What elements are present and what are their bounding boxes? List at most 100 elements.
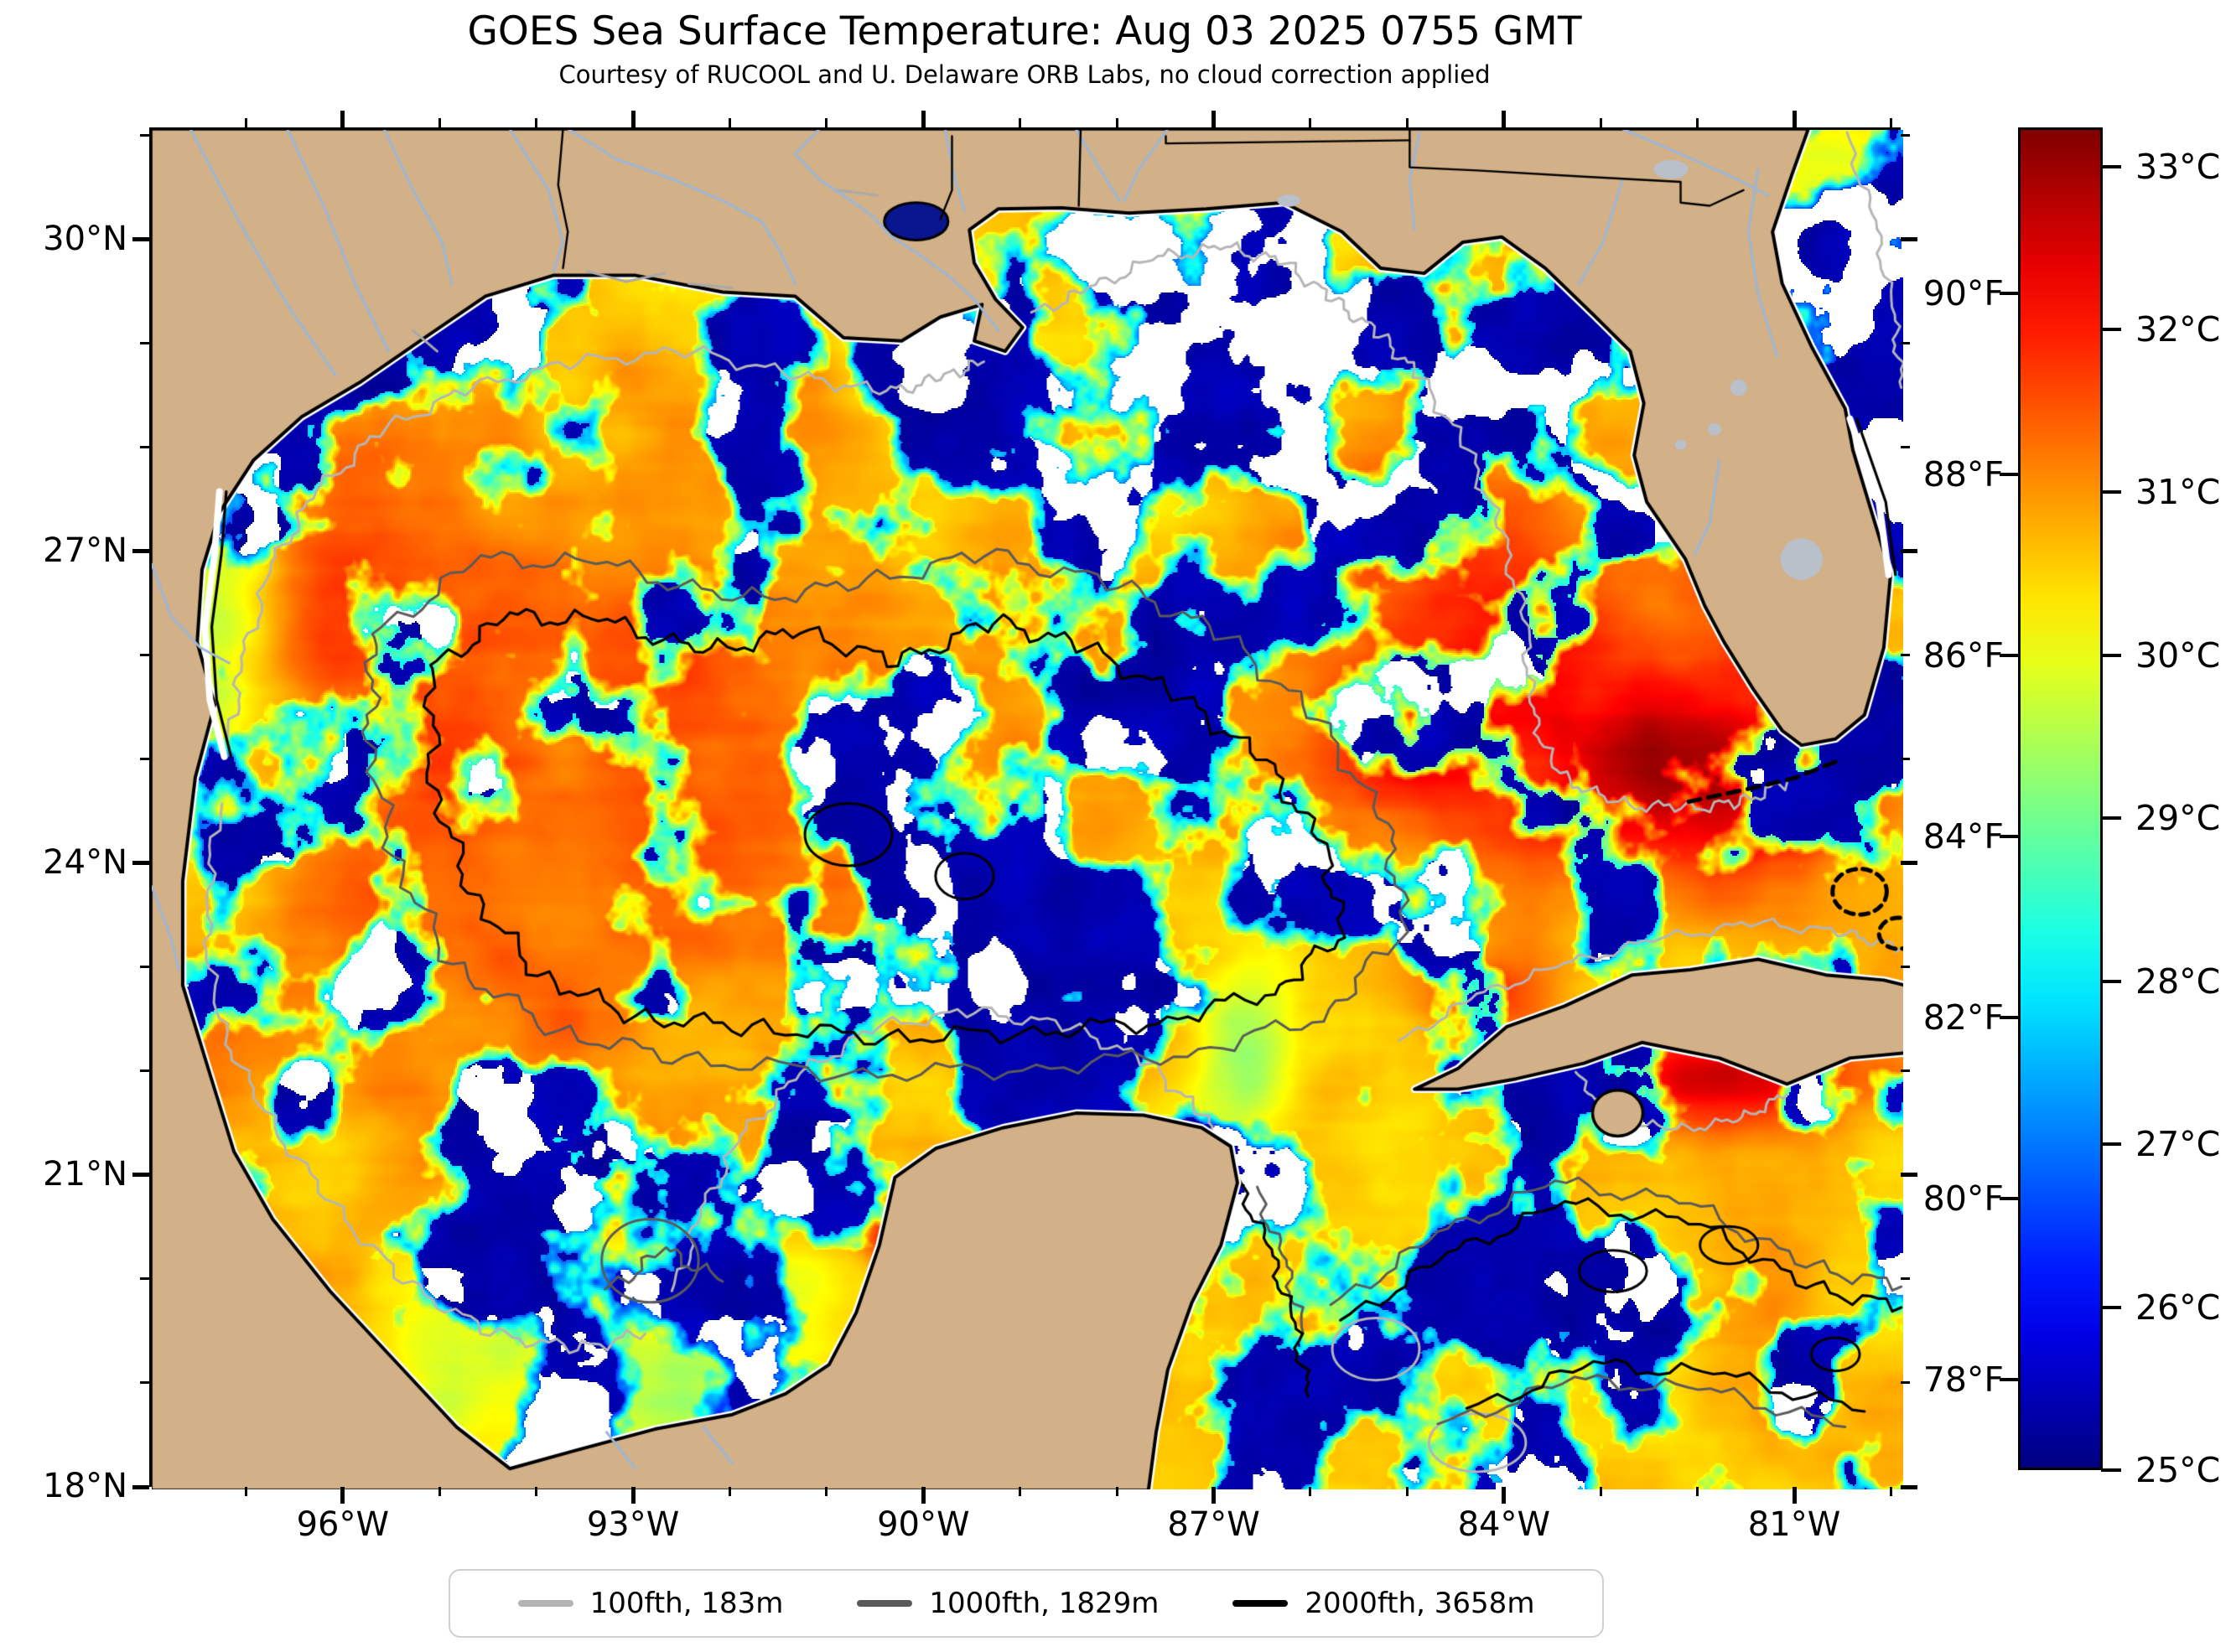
lat-minor-tick [140, 1277, 149, 1281]
lon-minor-tick [535, 1487, 538, 1496]
legend-label: 2000fth, 3658m [1305, 1587, 1535, 1620]
colorbar-fahrenheit-tick [2000, 472, 2020, 476]
colorbar-celsius-tick [2101, 164, 2121, 168]
lat-tick-label: 21°N [43, 1155, 127, 1194]
lat-minor-tick [140, 758, 149, 761]
lon-tick-label: 96°W [296, 1505, 390, 1544]
lat-major-tick [132, 861, 149, 866]
lat-minor-tick-right [1901, 1277, 1910, 1281]
colorbar-fahrenheit-label: 82°F [1922, 997, 2004, 1038]
lon-minor-tick-top [728, 118, 731, 127]
lat-major-tick [132, 1173, 149, 1178]
colorbar-celsius-label: 28°C [2135, 961, 2221, 1002]
lon-minor-tick [1019, 1487, 1022, 1496]
lon-major-tick-top [630, 111, 636, 127]
colorbar-fahrenheit-label: 86°F [1922, 634, 2004, 676]
colorbar-fahrenheit-tick [2000, 653, 2020, 657]
legend-label: 100fth, 183m [589, 1587, 784, 1620]
colorbar-celsius-tick [2101, 979, 2121, 983]
lat-tick-label: 27°N [43, 531, 127, 571]
colorbar-celsius-label: 32°C [2135, 309, 2221, 350]
lat-major-tick [132, 549, 149, 554]
lon-minor-tick-top [1889, 118, 1892, 127]
colorbar-fahrenheit-label: 80°F [1922, 1178, 2004, 1219]
lon-minor-tick-top [825, 118, 828, 127]
legend-item: 100fth, 183m [517, 1587, 784, 1620]
lon-major-tick [1792, 1487, 1797, 1504]
lon-tick-label: 90°W [877, 1505, 970, 1544]
colorbar-celsius-tick [2101, 816, 2121, 821]
depth-contour-line-swatch [517, 1600, 573, 1607]
lon-major-tick [340, 1487, 345, 1504]
lat-minor-tick-right [1901, 1381, 1910, 1385]
colorbar-celsius-tick [2101, 1305, 2121, 1309]
lat-major-tick-right [1901, 1484, 1917, 1489]
lat-major-tick-right [1901, 1173, 1917, 1178]
depth-contour-line-swatch [1232, 1600, 1289, 1607]
lat-minor-tick [140, 1381, 149, 1385]
colorbar-celsius-label: 27°C [2135, 1124, 2221, 1165]
colorbar-fahrenheit-tick [2000, 1377, 2020, 1381]
lat-major-tick-right [1901, 549, 1917, 554]
lat-minor-tick [140, 1069, 149, 1073]
lon-minor-tick-top [438, 118, 441, 127]
lon-tick-label: 87°W [1167, 1505, 1260, 1544]
lat-minor-tick-right [1901, 1069, 1910, 1073]
lat-major-tick-right [1901, 861, 1917, 866]
lon-minor-tick [1309, 1487, 1312, 1496]
legend-item: 2000fth, 3658m [1232, 1587, 1534, 1620]
lat-minor-tick [140, 966, 149, 969]
depth-contour-legend: 100fth, 183m 1000fth, 1829m 2000fth, 3658m [449, 1569, 1604, 1638]
lat-major-tick [132, 237, 149, 242]
colorbar-celsius-tick [2101, 490, 2121, 495]
colorbar-fahrenheit-label: 90°F [1922, 272, 2004, 313]
colorbar-celsius-label: 26°C [2135, 1287, 2221, 1328]
lon-major-tick [630, 1487, 636, 1504]
lat-major-tick-right [1901, 237, 1917, 242]
colorbar-fahrenheit-label: 78°F [1922, 1359, 2004, 1400]
colorbar-celsius-label: 29°C [2135, 798, 2221, 839]
colorbar-celsius-label: 30°C [2135, 634, 2221, 676]
lon-major-tick-top [921, 111, 926, 127]
page-subtitle: Courtesy of RUCOOL and U. Delaware ORB L… [558, 60, 1491, 89]
depth-contour-line-swatch [857, 1600, 913, 1607]
lat-minor-tick [140, 134, 149, 137]
lat-minor-tick-right [1901, 342, 1910, 345]
lat-tick-label: 24°N [43, 843, 127, 883]
colorbar-celsius-label: 25°C [2135, 1450, 2221, 1490]
lon-minor-tick [1405, 1487, 1409, 1496]
lon-minor-tick-top [535, 118, 538, 127]
colorbar-fahrenheit-label: 88°F [1922, 453, 2004, 495]
lon-minor-tick-top [1115, 118, 1118, 127]
legend-label: 1000fth, 1829m [929, 1587, 1160, 1620]
lat-major-tick [132, 1484, 149, 1489]
lat-tick-label: 30°N [43, 220, 127, 259]
lon-minor-tick-top [1309, 118, 1312, 127]
colorbar-fahrenheit-tick [2000, 1196, 2020, 1200]
lon-major-tick-top [340, 111, 345, 127]
lon-minor-tick [244, 1487, 247, 1496]
colorbar-celsius-tick [2101, 328, 2121, 332]
colorbar-celsius-tick [2101, 1142, 2121, 1147]
lon-major-tick-top [1792, 111, 1797, 127]
colorbar-fahrenheit-tick [2000, 834, 2020, 838]
lon-minor-tick [1889, 1487, 1892, 1496]
lon-minor-tick [728, 1487, 731, 1496]
lat-minor-tick-right [1901, 966, 1910, 969]
colorbar [2018, 127, 2103, 1470]
lon-major-tick [921, 1487, 926, 1504]
colorbar-celsius-label: 33°C [2135, 146, 2221, 187]
lat-minor-tick [140, 654, 149, 657]
lon-major-tick [1502, 1487, 1507, 1504]
lon-major-tick [1211, 1487, 1217, 1504]
lat-minor-tick-right [1901, 446, 1910, 449]
lon-major-tick-top [1502, 111, 1507, 127]
colorbar-fahrenheit-tick [2000, 1015, 2020, 1019]
lat-minor-tick [140, 446, 149, 449]
page-title: GOES Sea Surface Temperature: Aug 03 202… [467, 8, 1582, 54]
lat-tick-label: 18°N [43, 1467, 127, 1506]
lon-minor-tick [1599, 1487, 1602, 1496]
lat-minor-tick-right [1901, 654, 1910, 657]
lon-minor-tick-top [244, 118, 247, 127]
